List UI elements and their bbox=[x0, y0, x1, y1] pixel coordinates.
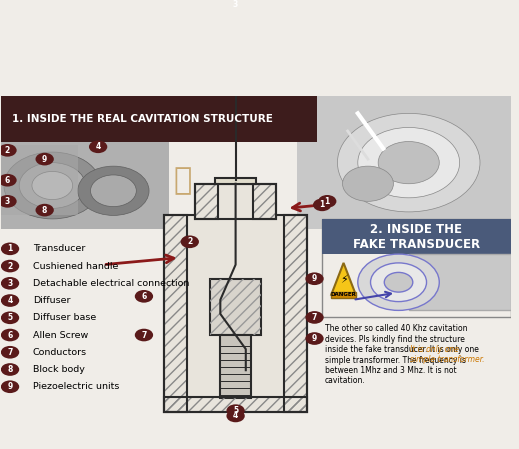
Text: 4: 4 bbox=[95, 142, 101, 151]
Text: Cushiened handle: Cushiened handle bbox=[33, 262, 118, 271]
Circle shape bbox=[313, 198, 331, 211]
Text: 8: 8 bbox=[7, 365, 13, 374]
Text: 7: 7 bbox=[7, 348, 13, 357]
Circle shape bbox=[378, 141, 439, 184]
Text: Allen Screw: Allen Screw bbox=[33, 330, 88, 339]
Text: 4: 4 bbox=[7, 296, 12, 305]
Circle shape bbox=[4, 152, 101, 219]
Circle shape bbox=[1, 329, 19, 341]
Circle shape bbox=[305, 311, 324, 324]
Text: 5: 5 bbox=[233, 406, 238, 415]
Text: 9: 9 bbox=[7, 382, 12, 391]
Circle shape bbox=[78, 166, 149, 216]
Text: DANGER: DANGER bbox=[331, 292, 357, 297]
FancyBboxPatch shape bbox=[221, 335, 251, 398]
FancyBboxPatch shape bbox=[165, 216, 307, 413]
Circle shape bbox=[0, 174, 17, 186]
Text: 3: 3 bbox=[7, 279, 12, 288]
Text: 3: 3 bbox=[233, 0, 238, 9]
Text: 8: 8 bbox=[42, 206, 47, 215]
FancyBboxPatch shape bbox=[331, 292, 356, 298]
Text: 1: 1 bbox=[324, 197, 330, 206]
Circle shape bbox=[19, 163, 86, 208]
Text: ⚡: ⚡ bbox=[339, 276, 347, 286]
Text: 1: 1 bbox=[320, 200, 325, 209]
Text: 2: 2 bbox=[5, 146, 10, 155]
Circle shape bbox=[305, 332, 324, 345]
FancyBboxPatch shape bbox=[409, 254, 511, 310]
Circle shape bbox=[226, 405, 245, 417]
Text: 6: 6 bbox=[7, 330, 12, 339]
Circle shape bbox=[1, 380, 19, 393]
Text: The other so called 40 Khz cavitation
devices. Pls kindly find the structure
ins: The other so called 40 Khz cavitation de… bbox=[325, 325, 479, 386]
Circle shape bbox=[305, 273, 324, 285]
Circle shape bbox=[226, 409, 245, 422]
Circle shape bbox=[384, 273, 413, 292]
Circle shape bbox=[1, 312, 19, 324]
Circle shape bbox=[35, 204, 54, 216]
Text: 5: 5 bbox=[7, 313, 12, 322]
Text: 2. INSIDE THE
FAKE TRANSDUCER: 2. INSIDE THE FAKE TRANSDUCER bbox=[353, 223, 480, 251]
Text: Diffuser base: Diffuser base bbox=[33, 313, 96, 322]
Text: 9: 9 bbox=[312, 334, 317, 343]
Circle shape bbox=[89, 141, 107, 153]
Text: 1: 1 bbox=[7, 244, 12, 253]
FancyBboxPatch shape bbox=[322, 219, 511, 317]
Circle shape bbox=[318, 195, 336, 207]
Circle shape bbox=[90, 175, 136, 207]
Text: Block body: Block body bbox=[33, 365, 85, 374]
Text: 3: 3 bbox=[5, 197, 10, 206]
Circle shape bbox=[1, 277, 19, 290]
Text: 2: 2 bbox=[187, 237, 193, 247]
Circle shape bbox=[358, 128, 460, 198]
FancyBboxPatch shape bbox=[2, 141, 169, 229]
Text: It is only one
simple transformer.: It is only one simple transformer. bbox=[410, 345, 485, 364]
FancyBboxPatch shape bbox=[215, 178, 256, 184]
Circle shape bbox=[181, 235, 199, 248]
Text: 7: 7 bbox=[312, 313, 317, 322]
FancyBboxPatch shape bbox=[195, 184, 276, 219]
Circle shape bbox=[1, 294, 19, 307]
FancyBboxPatch shape bbox=[2, 145, 78, 216]
Circle shape bbox=[32, 172, 73, 199]
Circle shape bbox=[371, 263, 427, 302]
Circle shape bbox=[358, 254, 439, 310]
Circle shape bbox=[0, 144, 17, 157]
Circle shape bbox=[1, 346, 19, 359]
Text: 1. INSIDE THE REAL CAVITATION STRUCTURE: 1. INSIDE THE REAL CAVITATION STRUCTURE bbox=[11, 114, 272, 123]
FancyBboxPatch shape bbox=[2, 96, 317, 141]
Circle shape bbox=[135, 290, 153, 303]
Text: Detachable electrical connection: Detachable electrical connection bbox=[33, 279, 189, 288]
Text: 9: 9 bbox=[42, 154, 47, 163]
Circle shape bbox=[0, 195, 17, 207]
Circle shape bbox=[343, 166, 393, 201]
Text: 4: 4 bbox=[233, 411, 238, 420]
Text: Piezoelectric units: Piezoelectric units bbox=[33, 382, 119, 391]
Circle shape bbox=[337, 113, 480, 212]
FancyBboxPatch shape bbox=[322, 219, 511, 254]
Circle shape bbox=[226, 0, 245, 11]
Circle shape bbox=[135, 329, 153, 341]
Text: 9: 9 bbox=[312, 274, 317, 283]
Circle shape bbox=[1, 363, 19, 376]
Text: 6: 6 bbox=[141, 292, 146, 301]
FancyBboxPatch shape bbox=[297, 96, 511, 229]
FancyBboxPatch shape bbox=[210, 279, 261, 335]
Text: 7: 7 bbox=[141, 330, 147, 339]
Circle shape bbox=[35, 153, 54, 165]
Circle shape bbox=[1, 260, 19, 273]
Text: Transducer: Transducer bbox=[33, 244, 85, 253]
Text: Diffuser: Diffuser bbox=[33, 296, 71, 305]
Text: 2: 2 bbox=[7, 262, 12, 271]
Text: Conductors: Conductors bbox=[33, 348, 87, 357]
Polygon shape bbox=[331, 263, 356, 295]
Circle shape bbox=[1, 242, 19, 255]
Text: 6: 6 bbox=[5, 176, 10, 185]
Text: 👍: 👍 bbox=[173, 166, 192, 195]
